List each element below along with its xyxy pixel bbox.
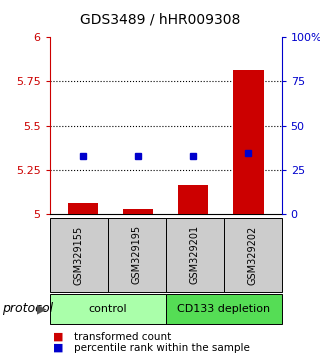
Text: GSM329195: GSM329195 bbox=[132, 225, 141, 285]
Text: ■: ■ bbox=[53, 343, 63, 353]
Text: ■: ■ bbox=[53, 332, 63, 342]
Text: GSM329202: GSM329202 bbox=[248, 225, 258, 285]
Text: percentile rank within the sample: percentile rank within the sample bbox=[74, 343, 250, 353]
Text: ▶: ▶ bbox=[37, 302, 46, 315]
Text: CD133 depletion: CD133 depletion bbox=[177, 304, 270, 314]
Text: GSM329201: GSM329201 bbox=[189, 225, 200, 285]
Bar bbox=[68, 202, 98, 214]
Bar bbox=[233, 70, 264, 214]
Text: GSM329155: GSM329155 bbox=[74, 225, 84, 285]
Bar bbox=[123, 209, 153, 214]
Text: GDS3489 / hHR009308: GDS3489 / hHR009308 bbox=[80, 12, 240, 27]
Text: protocol: protocol bbox=[2, 302, 53, 315]
Text: control: control bbox=[88, 304, 127, 314]
Bar bbox=[178, 185, 208, 214]
Text: transformed count: transformed count bbox=[74, 332, 171, 342]
